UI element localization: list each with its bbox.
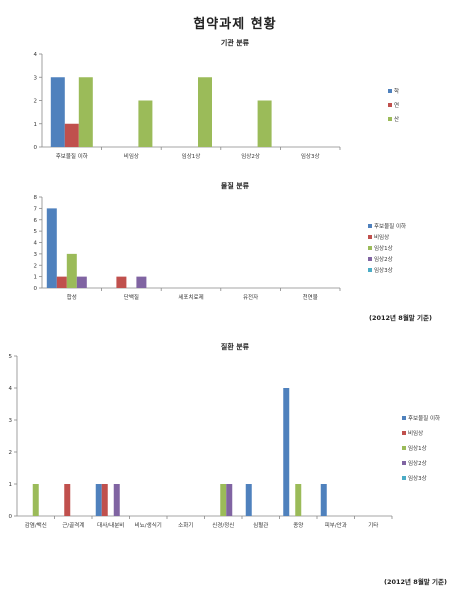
legend-label: 임상2상 xyxy=(374,255,393,263)
x-tick-label: 대사/내분비 xyxy=(97,521,124,529)
legend-label: 후보물질 이하 xyxy=(408,414,440,422)
x-tick-label: 임상3상 xyxy=(301,152,320,160)
bar xyxy=(138,100,153,147)
x-tick-label: 천연물 xyxy=(303,293,318,301)
bar xyxy=(76,276,87,288)
bar xyxy=(64,484,71,516)
y-tick-label: 1 xyxy=(34,122,38,128)
chart-title-substance: 물질 분류 xyxy=(220,182,250,190)
legend-swatch xyxy=(402,416,406,420)
y-tick-label: 4 xyxy=(34,52,38,58)
bar xyxy=(32,484,39,516)
legend-label: 임상2상 xyxy=(408,459,427,467)
y-tick-label: 3 xyxy=(34,252,38,258)
legend-label: 임상1상 xyxy=(408,444,427,452)
bar xyxy=(64,123,79,147)
legend-label: 후보물질 이하 xyxy=(374,222,406,230)
x-tick-label: 비뇨/생식기 xyxy=(135,521,162,529)
bar xyxy=(198,77,212,147)
legend-label: 임상1상 xyxy=(374,244,393,252)
legend-label: 산 xyxy=(394,115,399,123)
x-tick-label: 후보물질 이하 xyxy=(56,152,88,160)
x-tick-label: 신경/정신 xyxy=(212,521,234,529)
bar xyxy=(226,484,233,516)
y-tick-label: 0 xyxy=(34,145,38,151)
y-tick-label: 3 xyxy=(34,75,38,81)
y-tick-label: 6 xyxy=(34,218,38,224)
x-tick-label: 비임상 xyxy=(124,152,139,160)
bar xyxy=(56,276,67,288)
legend-swatch xyxy=(388,103,392,107)
y-tick-label: 1 xyxy=(9,482,13,488)
chart-title-institution: 기관 분류 xyxy=(220,39,250,47)
chart-title-disease: 질환 분류 xyxy=(220,343,250,351)
x-tick-label: 피부/안과 xyxy=(325,521,347,529)
legend-swatch xyxy=(402,461,406,465)
x-tick-label: 단백질 xyxy=(124,293,139,301)
date-note-2: (2012년 8월말 기준) xyxy=(384,578,447,586)
y-tick-label: 2 xyxy=(34,99,38,105)
legend-label: 비임상 xyxy=(408,429,423,437)
y-tick-label: 3 xyxy=(9,418,13,424)
bar xyxy=(257,100,272,147)
x-tick-label: 세포치료제 xyxy=(178,293,203,301)
legend-swatch xyxy=(368,257,372,261)
y-tick-label: 1 xyxy=(34,275,38,281)
bar xyxy=(283,388,290,516)
bar xyxy=(95,484,102,516)
bar xyxy=(113,484,120,516)
x-tick-label: 근/골격계 xyxy=(62,521,84,529)
x-tick-label: 심혈관 xyxy=(253,521,268,529)
bar xyxy=(66,253,77,288)
x-tick-label: 합성 xyxy=(67,293,77,301)
y-tick-label: 2 xyxy=(9,450,13,456)
x-tick-label: 종양 xyxy=(293,521,303,529)
y-tick-label: 0 xyxy=(9,514,13,520)
y-tick-label: 5 xyxy=(9,354,13,360)
page-title: 협약과제 현황 xyxy=(193,17,277,32)
bar xyxy=(46,208,57,288)
legend-label: 비임상 xyxy=(374,233,389,241)
legend-label: 임상3상 xyxy=(374,266,393,274)
date-note-1: (2012년 8월말 기준) xyxy=(369,314,432,322)
bar xyxy=(50,77,65,147)
x-tick-label: 기타 xyxy=(368,521,378,529)
bar xyxy=(116,276,127,288)
legend-swatch xyxy=(388,89,392,93)
bar xyxy=(220,484,227,516)
legend-label: 학 xyxy=(394,87,399,95)
legend-swatch xyxy=(368,235,372,239)
bar xyxy=(245,484,252,516)
legend-swatch xyxy=(402,446,406,450)
legend-swatch xyxy=(402,476,406,480)
x-tick-label: 소화기 xyxy=(178,521,193,529)
bar xyxy=(101,484,108,516)
legend-swatch xyxy=(388,117,392,121)
bar xyxy=(295,484,302,516)
legend-label: 임상3상 xyxy=(408,474,427,482)
y-tick-label: 8 xyxy=(34,195,38,201)
y-tick-label: 7 xyxy=(34,206,38,212)
bar xyxy=(320,484,327,516)
x-tick-label: 유전자 xyxy=(243,293,258,301)
legend-swatch xyxy=(368,224,372,228)
bar xyxy=(78,77,93,147)
x-tick-label: 감염/백신 xyxy=(25,521,47,529)
y-tick-label: 2 xyxy=(34,263,38,269)
y-tick-label: 4 xyxy=(34,241,38,247)
y-tick-label: 5 xyxy=(34,229,38,235)
y-tick-label: 0 xyxy=(34,286,38,292)
x-tick-label: 임상2상 xyxy=(241,152,260,160)
legend-swatch xyxy=(368,268,372,272)
bar xyxy=(136,276,147,288)
legend-swatch xyxy=(402,431,406,435)
y-tick-label: 4 xyxy=(9,386,13,392)
legend-swatch xyxy=(368,246,372,250)
legend-label: 연 xyxy=(394,101,399,109)
x-tick-label: 임상1상 xyxy=(182,152,201,160)
